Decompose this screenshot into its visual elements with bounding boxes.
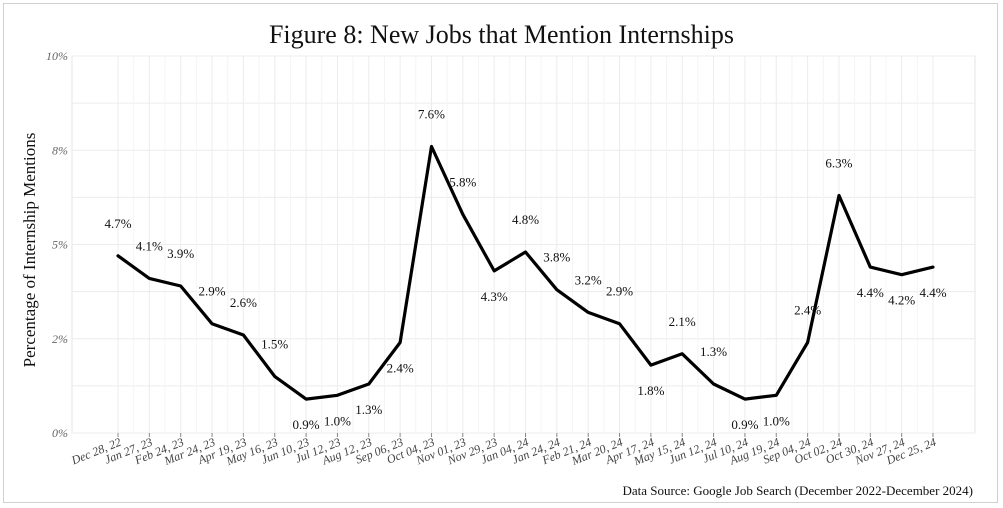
data-label: 6.3%: [825, 155, 852, 170]
data-label: 5.8%: [449, 174, 476, 189]
y-tick-label: 5%: [52, 238, 68, 252]
data-point: [368, 383, 370, 385]
y-tick-label: 2%: [52, 332, 68, 346]
data-label: 4.4%: [857, 285, 884, 300]
data-label: 7.6%: [418, 106, 445, 121]
data-point: [901, 274, 903, 276]
data-label: 4.7%: [104, 216, 131, 231]
data-point: [274, 375, 276, 377]
y-tick-label: 10%: [46, 49, 68, 63]
data-point: [932, 266, 934, 268]
data-point: [869, 266, 871, 268]
data-label: 1.3%: [355, 402, 382, 417]
data-point: [148, 277, 150, 279]
data-label: 2.4%: [794, 303, 821, 318]
data-point: [807, 342, 809, 344]
data-point: [619, 323, 621, 325]
data-label: 1.8%: [637, 383, 664, 398]
data-label: 1.5%: [261, 336, 288, 351]
data-point: [180, 285, 182, 287]
y-tick-label: 8%: [52, 143, 68, 157]
data-point: [211, 323, 213, 325]
data-label: 4.1%: [136, 238, 163, 253]
data-label: 0.9%: [731, 417, 758, 432]
data-point: [650, 364, 652, 366]
data-point: [399, 342, 401, 344]
data-label: 4.8%: [512, 212, 539, 227]
data-label: 1.0%: [763, 413, 790, 428]
data-label: 0.9%: [293, 417, 320, 432]
grid: [71, 55, 976, 434]
chart-title: Figure 8: New Jobs that Mention Internsh…: [268, 20, 735, 49]
data-label: 2.4%: [387, 361, 414, 376]
data-point: [775, 394, 777, 396]
data-label: 3.9%: [167, 246, 194, 261]
data-label: 3.2%: [575, 272, 602, 287]
data-point: [336, 394, 338, 396]
data-labels: 4.7% 4.1% 3.9% 2.9% 2.6% 1.5% 0.9% 1.0% 1.3% 2.4%…: [104, 106, 946, 432]
data-point: [587, 311, 589, 313]
data-label: 1.0%: [324, 413, 351, 428]
data-point: [242, 334, 244, 336]
data-point: [744, 398, 746, 400]
data-label: 2.1%: [669, 314, 696, 329]
data-point: [493, 270, 495, 272]
data-label: 2.6%: [230, 295, 257, 310]
data-point: [117, 255, 119, 257]
data-label: 3.8%: [543, 250, 570, 265]
data-label: 4.2%: [888, 293, 915, 308]
y-axis-ticks: 0% 2% 5% 8% 10%: [46, 49, 68, 440]
chart-frame: [3, 3, 998, 503]
data-point: [556, 289, 558, 291]
series-line-group: [116, 144, 935, 401]
data-label: 1.3%: [700, 344, 727, 359]
data-source-note: Data Source: Google Job Search (December…: [622, 483, 973, 498]
data-point: [713, 383, 715, 385]
data-point: [525, 251, 526, 253]
y-tick-label: 0%: [52, 426, 68, 440]
data-point: [681, 353, 683, 355]
data-point: [305, 398, 307, 400]
data-label: 4.3%: [481, 289, 508, 304]
data-point: [462, 213, 464, 215]
data-label: 2.9%: [606, 284, 633, 299]
data-label: 4.4%: [919, 285, 946, 300]
data-label: 2.9%: [198, 284, 225, 299]
data-point: [838, 194, 840, 196]
data-point: [430, 145, 432, 147]
